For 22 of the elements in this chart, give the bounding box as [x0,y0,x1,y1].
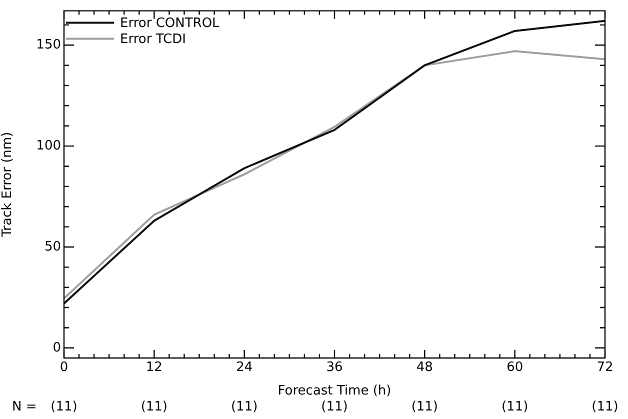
x-tick-label: 60 [506,360,524,376]
y-tick-label: 150 [36,37,61,52]
x-tick-label: 72 [596,360,614,376]
y-tick-label: 0 [52,340,61,356]
text: N = [12,399,37,414]
text: (11) [411,399,438,414]
x-tick-label: 24 [236,360,253,376]
text: (11) [592,399,618,414]
x-tick-label: 48 [416,360,433,376]
text: (11) [230,399,258,414]
x-axis-title: Forecast Time (h) [278,384,392,399]
y-tick-label: 50 [44,239,61,254]
x-tick-label: 12 [146,360,162,376]
text: (11) [321,399,348,414]
text: (11) [501,399,528,414]
text: (11) [140,399,168,414]
legend-label: Error CONTROL [120,16,220,32]
x-tick-label: 36 [326,360,343,376]
y-tick-label: 100 [36,138,61,154]
y-axis-title: Track Error (nm) [0,132,16,238]
legend-label: Error TCDI [120,32,186,48]
text: (11) [50,399,78,414]
